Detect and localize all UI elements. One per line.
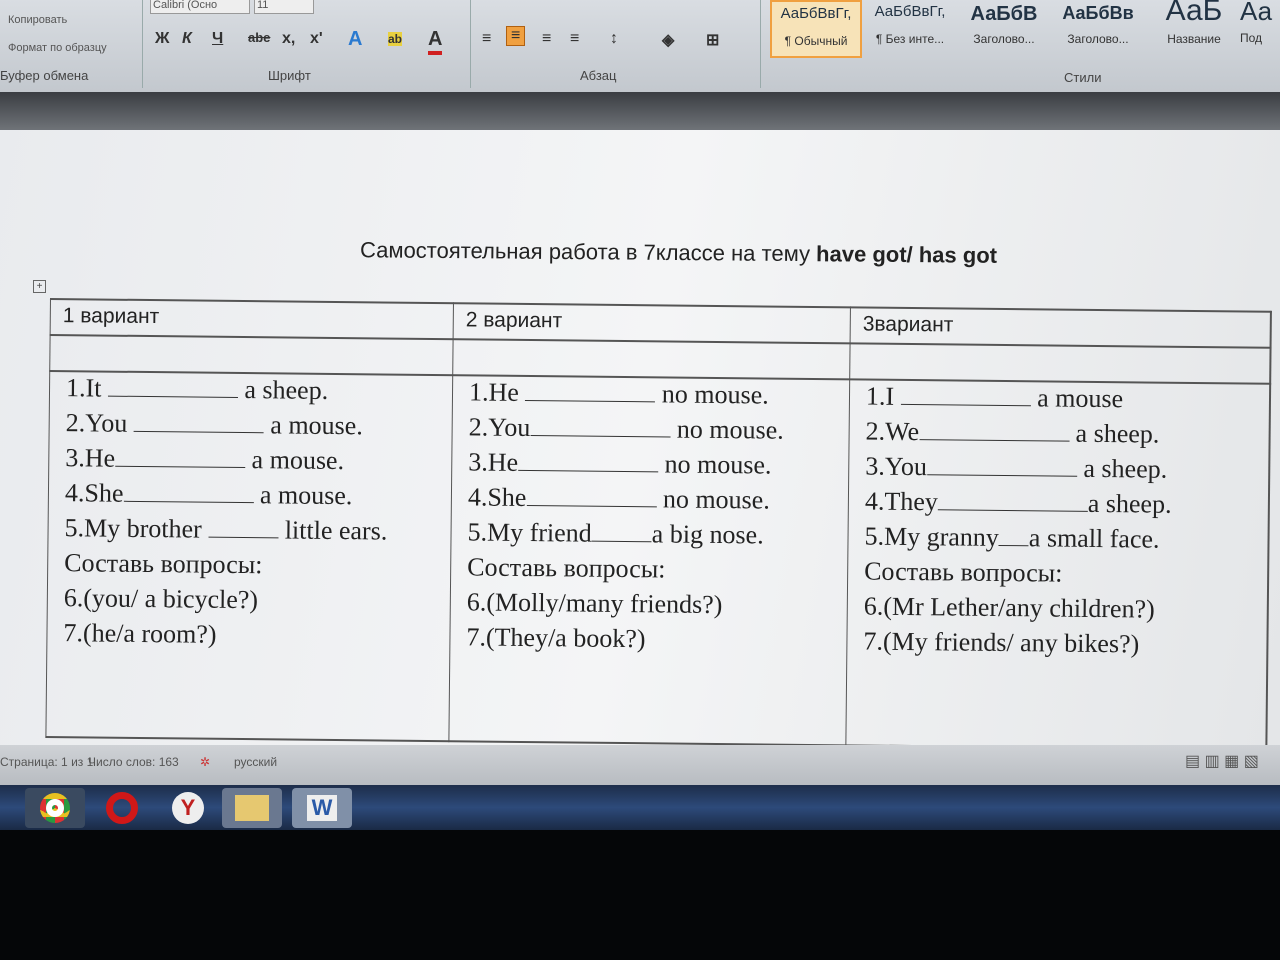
- file-explorer-icon[interactable]: [222, 788, 282, 828]
- style-sample: АаБбВв: [1062, 3, 1134, 23]
- borders-icon[interactable]: ⊞: [706, 32, 720, 49]
- page-count[interactable]: Страница: 1 из 1: [0, 755, 94, 769]
- view-buttons-icon[interactable]: ▤ ▥ ▦ ▧: [1185, 753, 1259, 770]
- spellcheck-icon[interactable]: ✲: [200, 755, 211, 769]
- style-no-spacing[interactable]: АаБбВвГг, ¶ Без инте...: [864, 0, 956, 58]
- question-item: 7.(My friends/ any bikes?): [863, 626, 1140, 659]
- styles-group-label: Стили: [1064, 70, 1102, 85]
- align-right-icon[interactable]: ≡: [542, 30, 552, 47]
- paragraph-group-label: Абзац: [580, 68, 617, 83]
- column-header: 1 вариант: [62, 304, 160, 329]
- document-page[interactable]: [0, 130, 1280, 745]
- style-title[interactable]: АаБ Название: [1148, 0, 1240, 58]
- style-name: Название: [1167, 32, 1221, 46]
- taskbar: Y W: [0, 785, 1280, 830]
- chrome-icon[interactable]: [25, 788, 85, 828]
- style-sample: АаБбВ: [970, 3, 1038, 25]
- word-icon[interactable]: W: [292, 788, 352, 828]
- exercise-list: 1.I a mouse 2.We a sheep. 3.You a sheep.…: [863, 379, 1173, 662]
- style-sample: Аа: [1240, 0, 1273, 26]
- language-indicator[interactable]: русский: [234, 755, 278, 769]
- text-effects-icon[interactable]: A: [348, 28, 363, 50]
- shading-icon[interactable]: ◈: [662, 32, 675, 49]
- table-move-handle-icon[interactable]: +: [33, 280, 46, 293]
- questions-label: Составь вопросы:: [467, 552, 666, 584]
- superscript-button[interactable]: x': [310, 30, 323, 47]
- underline-button[interactable]: Ч: [212, 30, 224, 47]
- bold-button[interactable]: Ж: [155, 30, 170, 47]
- clipboard-group-label: Буфер обмена: [0, 68, 89, 83]
- align-center-icon[interactable]: ≡: [506, 26, 526, 46]
- style-heading2[interactable]: АаБбВв Заголово...: [1052, 0, 1144, 58]
- title-text: Самостоятельная работа в 7классе на тему: [359, 237, 817, 267]
- question-item: 7.(They/a book?): [466, 622, 646, 654]
- highlight-icon[interactable]: ab: [388, 32, 403, 46]
- status-bar: Страница: 1 из 1 Число слов: 163 ✲ русск…: [0, 745, 1280, 785]
- style-subtitle[interactable]: Аа Под: [1240, 0, 1280, 58]
- variant-3-column: 3вариант 1.I a mouse 2.We a sheep. 3.You…: [845, 306, 1270, 751]
- variant-2-column: 2 вариант 1.He no mouse. 2.You no mouse.…: [448, 302, 850, 747]
- exercise-item: 4.They a sheep.: [864, 486, 1172, 519]
- exercise-item: 2.We a sheep.: [865, 416, 1160, 449]
- style-heading1[interactable]: АаБбВ Заголово...: [958, 0, 1050, 58]
- style-name: ¶ Обычный: [784, 34, 848, 48]
- exercise-item: 1.He no mouse.: [468, 377, 769, 410]
- font-size-select[interactable]: 11: [254, 0, 314, 14]
- exercise-item: 5.My granny a small face.: [864, 521, 1160, 554]
- questions-label: Составь вопросы:: [864, 556, 1063, 588]
- format-painter-button[interactable]: Формат по образцу: [8, 42, 107, 54]
- question-item: 6.(you/ a bicycle?): [63, 583, 259, 615]
- strikethrough-button[interactable]: abe: [248, 30, 271, 45]
- exercise-item: 2.You no mouse.: [468, 412, 784, 445]
- style-normal[interactable]: АаБбВвГг, ¶ Обычный: [770, 0, 862, 58]
- exercise-item: 3.You a sheep.: [865, 451, 1168, 484]
- exercise-item: 4.She no mouse.: [467, 482, 770, 515]
- column-header: 3вариант: [862, 312, 954, 337]
- yandex-browser-icon[interactable]: Y: [158, 788, 218, 828]
- exercise-item: 1.It a sheep.: [65, 373, 329, 405]
- font-group-label: Шрифт: [268, 68, 311, 83]
- font-name-select[interactable]: Calibri (Осно: [150, 0, 250, 14]
- questions-label: Составь вопросы:: [64, 548, 263, 580]
- title-bold-text: have got/ has got: [816, 241, 998, 268]
- exercise-table: 1 вариант 1.It a sheep. 2.You a mouse. 3…: [45, 298, 1272, 751]
- exercise-item: 5.My friend a big nose.: [467, 517, 764, 550]
- style-sample: АаБбВвГг,: [874, 3, 946, 20]
- exercise-item: 3.He a mouse.: [65, 443, 345, 476]
- line-spacing-icon[interactable]: ↕: [610, 30, 618, 47]
- align-left-icon[interactable]: ≡: [482, 30, 492, 47]
- justify-icon[interactable]: ≡: [570, 30, 580, 47]
- exercise-item: 1.I a mouse: [865, 381, 1124, 414]
- exercise-item: 5.My brother little ears.: [64, 513, 388, 546]
- ribbon: Копировать Формат по образцу Буфер обмен…: [0, 0, 1280, 92]
- exercise-item: 3.He no mouse.: [468, 447, 772, 480]
- style-name: ¶ Без инте...: [875, 32, 945, 46]
- exercise-list: 1.He no mouse. 2.You no mouse. 3.He no m…: [466, 374, 784, 657]
- ruler-area: [0, 92, 1280, 130]
- question-item: 7.(he/a room?): [63, 618, 217, 649]
- subscript-button[interactable]: x,: [282, 30, 296, 47]
- style-name: Под: [1240, 31, 1263, 45]
- word-count[interactable]: Число слов: 163: [88, 755, 179, 769]
- style-name: Заголово...: [1067, 32, 1129, 46]
- font-color-button[interactable]: A: [428, 28, 443, 55]
- style-sample: АаБбВвГг,: [780, 5, 852, 22]
- style-sample: АаБ: [1165, 0, 1223, 27]
- copy-button[interactable]: Копировать: [8, 14, 68, 26]
- variant-1-column: 1 вариант 1.It a sheep. 2.You a mouse. 3…: [45, 298, 453, 743]
- style-name: Заголово...: [973, 32, 1035, 46]
- question-item: 6.(Mr Lether/any children?): [863, 591, 1155, 624]
- exercise-list: 1.It a sheep. 2.You a mouse. 3.He a mous…: [63, 370, 389, 653]
- opera-icon[interactable]: [92, 788, 152, 828]
- italic-button[interactable]: К: [182, 30, 192, 47]
- question-item: 6.(Molly/many friends?): [466, 587, 723, 620]
- exercise-item: 2.You a mouse.: [65, 408, 363, 441]
- document-title: Самостоятельная работа в 7классе на тему…: [360, 237, 997, 269]
- exercise-item: 4.She a mouse.: [64, 478, 353, 511]
- column-header: 2 вариант: [465, 308, 563, 333]
